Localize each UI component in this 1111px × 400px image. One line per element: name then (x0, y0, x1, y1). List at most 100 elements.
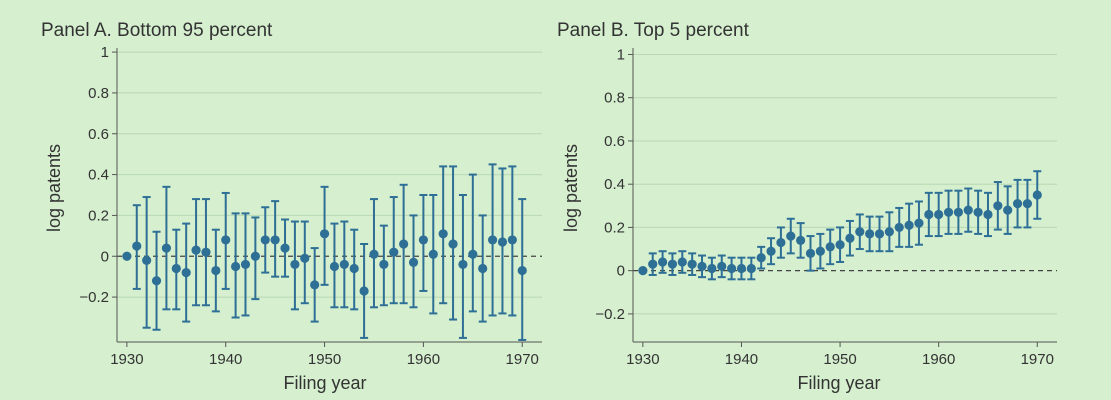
panel-a-data-point (339, 259, 349, 270)
panel-a-title: Panel A. Bottom 95 percent (41, 20, 273, 41)
panel-a-data-point (468, 249, 478, 259)
panel-b-data-point (796, 235, 806, 245)
panel-b-data-point (855, 227, 865, 237)
panel-b-data-point (1022, 199, 1033, 209)
panel-b-data-point (943, 207, 954, 217)
panel-a-x-tick-label: 1960 (407, 351, 440, 368)
panel-a-data-point (181, 267, 191, 278)
panel-b-data-point (727, 263, 737, 274)
panel-a-data-point (487, 235, 498, 245)
panel-b-data-point (1003, 205, 1013, 215)
panel-b-x-tick-label: 1930 (626, 351, 659, 368)
panel-a-x-tick-label: 1950 (308, 351, 341, 368)
panel-a-data-point (428, 249, 438, 259)
panel-a-data-point (221, 235, 231, 245)
panel-b-data-point (776, 237, 786, 248)
panel-b-data-point (657, 257, 668, 267)
panel-b-y-tick-label: −0.2 (595, 306, 625, 323)
panel-b-y-tick-label: 0.2 (604, 219, 625, 236)
panel-b-data-point (845, 233, 855, 243)
panel-b-data-point (786, 231, 796, 241)
panel-b-data-point (815, 246, 825, 256)
panel-b-data-point (835, 240, 845, 250)
panel-a-y-axis-title: log patents (44, 144, 64, 232)
panel-a-data-point (319, 229, 330, 239)
panel-a-data-point (478, 263, 488, 274)
panel-a-data-point (151, 276, 162, 286)
panel-b-y-tick-label: 0 (617, 263, 625, 280)
panel-b-data-point (756, 253, 766, 263)
panel-a-data-point (389, 247, 399, 257)
panel-b-data-point (973, 207, 983, 217)
panel-a-data-point (359, 286, 369, 296)
panel-b-data-point (865, 229, 875, 239)
panel-b-data-point (687, 259, 697, 269)
panel-b-y-tick-label: 1 (617, 46, 625, 63)
panel-a-data-point (458, 259, 468, 270)
panel-a-data-point (270, 235, 280, 245)
panel-b-data-point (934, 209, 944, 220)
panel-b-data-point (914, 218, 924, 228)
panel-a-x-axis-title: Filing year (283, 373, 366, 393)
panel-b-title: Panel B. Top 5 percent (557, 20, 750, 41)
panel-b-x-tick-label: 1970 (1021, 351, 1054, 368)
panel-b-data-point (746, 263, 756, 274)
panel-b-data-point (1032, 190, 1042, 200)
panel-b-data-point (648, 259, 658, 269)
panel-b-data-point (983, 209, 993, 220)
panel-a-plot: 1 0.8 0.6 0.4 0.2 0 −0.2 1930 1940 1950 1960 1970 (79, 44, 542, 368)
panel-a-data-point (329, 261, 340, 272)
panel-a-data-point (369, 249, 379, 259)
panel-b-y-tick-label: 0.8 (604, 90, 625, 107)
panel-a-data-point (418, 235, 428, 245)
panel-a-data-point (349, 263, 359, 274)
panel-b-x-tick-label: 1950 (823, 351, 856, 368)
panel-b-data-point (677, 257, 687, 267)
panel-b-plot: 1 0.8 0.6 0.4 0.2 0 −0.2 1930 1940 1950 1960 1970 (595, 46, 1057, 368)
panel-b-data-point (993, 201, 1003, 211)
panel-a-data-point (438, 229, 448, 239)
panel-a-data-point (280, 243, 290, 253)
panel-a-data-point (132, 241, 142, 251)
panel-b-y-tick-label: 0.4 (604, 176, 625, 193)
panel-a-data-point (310, 280, 320, 290)
panel-b-data-point (766, 246, 776, 256)
panel-b-x-axis-title: Filing year (797, 373, 880, 393)
panel-a-y-tick-label: −0.2 (79, 289, 109, 306)
panel-a-data-point (379, 259, 389, 270)
panel-a-data-point (290, 259, 300, 270)
panel-b-data-point (805, 248, 816, 258)
panel-a-x-tick-label: 1930 (110, 351, 143, 368)
panel-a-data-point (231, 261, 241, 272)
panel-a-data-point (399, 239, 409, 249)
panel-b-x-tick-label: 1960 (922, 351, 955, 368)
panel-a-y-tick-label: 0.8 (88, 85, 109, 102)
panel-b-x-tick-label: 1940 (725, 351, 758, 368)
panel-b-y-axis-title: log patents (561, 144, 581, 232)
panel-a-y-tick-label: 0.4 (88, 167, 109, 184)
panel-b-data-point (667, 259, 678, 269)
panel-b-data-point (736, 263, 747, 274)
panel-b-y-tick-label: 0.6 (604, 133, 625, 150)
panel-a-y-tick-label: 1 (101, 44, 109, 61)
panel-a-data-point (201, 247, 211, 257)
panel-a-data-point (171, 263, 181, 274)
panel-a-data-point (448, 239, 458, 249)
panel-a-data-point (240, 259, 251, 270)
panel-b-data-point (638, 266, 648, 276)
panel-a-data-point (161, 243, 172, 253)
panel-a-data-point (497, 237, 508, 247)
panel-a-y-tick-label: 0.2 (88, 207, 109, 224)
panel-a-y-tick-label: 0.6 (88, 126, 109, 143)
panel-b-data-point (697, 261, 707, 271)
panel-a-data-point (191, 245, 201, 255)
panel-a-data-point (211, 265, 221, 276)
panel-a-data-point (122, 251, 132, 261)
panel-b-data-point (825, 242, 835, 252)
panel-a-y-tick-label: 0 (101, 248, 109, 265)
panel-a-data-point (517, 265, 527, 276)
panel-a-data-point (300, 253, 310, 263)
panel-b-data-point (717, 261, 727, 271)
